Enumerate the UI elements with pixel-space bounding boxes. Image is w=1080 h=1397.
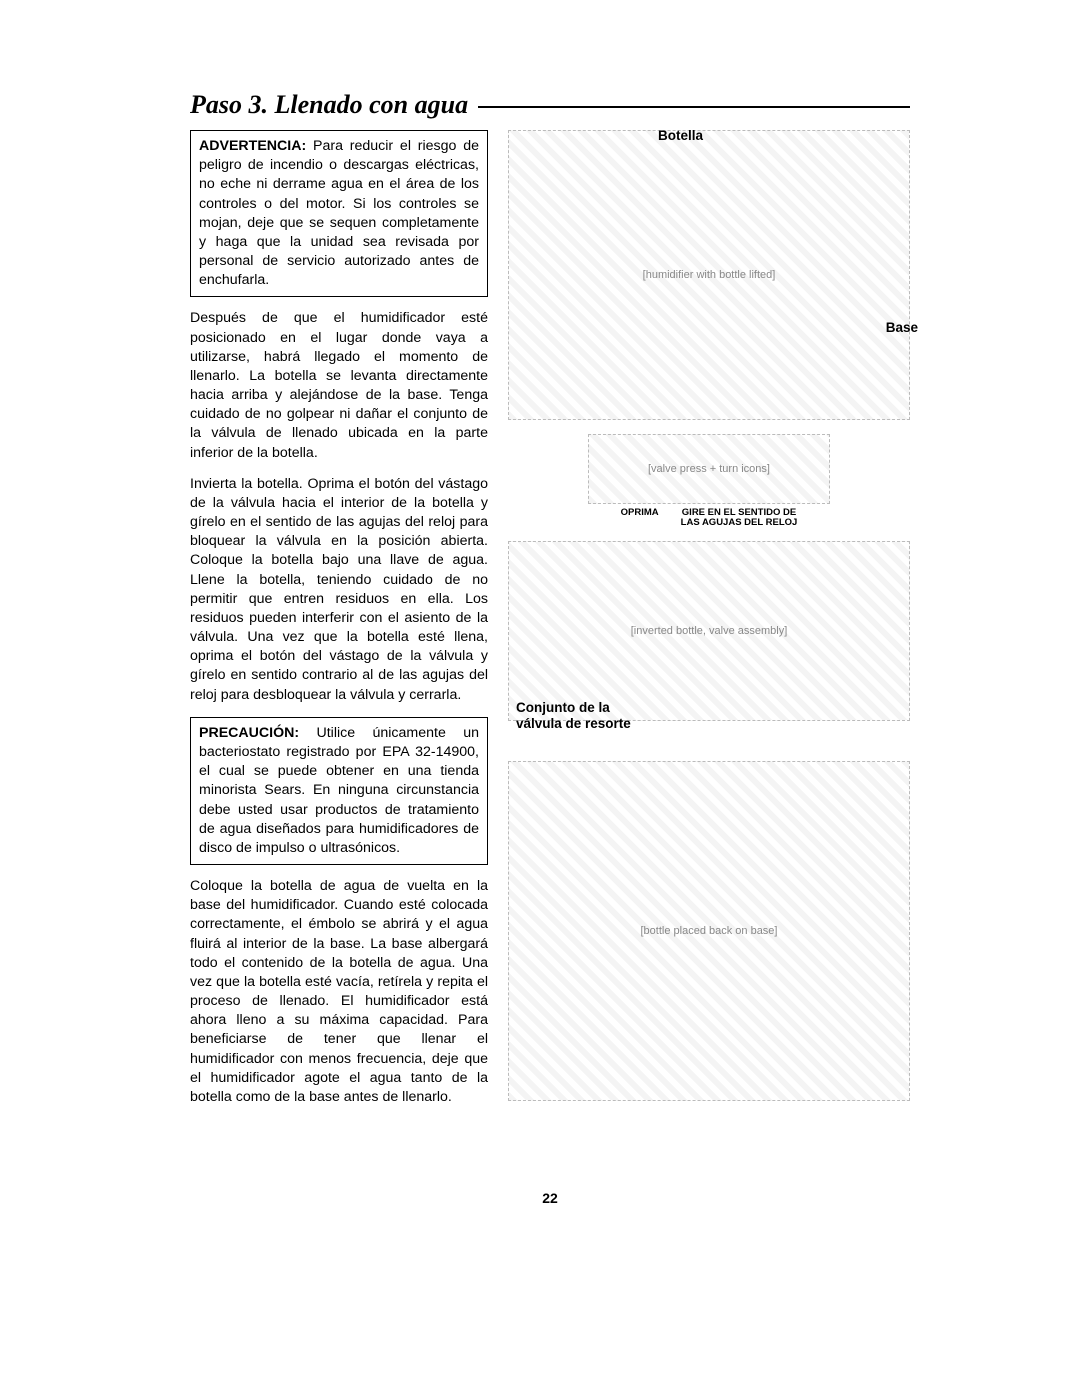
- warning-box: ADVERTENCIA: Para reducir el riesgo de p…: [190, 130, 488, 297]
- figure-replace-bottle: [bottle placed back on base]: [508, 761, 910, 1101]
- paragraph-3: Coloque la botella de agua de vuelta en …: [190, 877, 488, 1107]
- label-valve-l1: Conjunto de la: [516, 700, 610, 715]
- manual-page: Paso 3. Llenado con agua ADVERTENCIA: Pa…: [190, 90, 910, 1119]
- figure-valve-icons: [valve press + turn icons]: [508, 434, 910, 504]
- paragraph-1: Después de que el humidificador esté pos…: [190, 309, 488, 462]
- valve-icon-captions: OPRIMA GIRE EN EL SENTIDO DE LAS AGUJAS …: [508, 508, 910, 529]
- label-base: Base: [886, 320, 918, 335]
- humidifier-illustration-icon: [humidifier with bottle lifted]: [508, 130, 910, 420]
- page-heading: Paso 3. Llenado con agua: [190, 90, 478, 120]
- two-column-layout: ADVERTENCIA: Para reducir el riesgo de p…: [190, 130, 910, 1119]
- figure-humidifier-main: [humidifier with bottle lifted]: [508, 130, 910, 420]
- label-valve-l2: válvula de resorte: [516, 716, 631, 731]
- caution-label: PRECAUCIÓN:: [199, 725, 299, 741]
- heading-row: Paso 3. Llenado con agua: [190, 90, 910, 120]
- caution-box: PRECAUCIÓN: Utilice únicamente un bacter…: [190, 717, 488, 865]
- label-valve-assembly: Conjunto de la válvula de resorte: [516, 700, 631, 732]
- label-botella: Botella: [658, 128, 703, 143]
- illustration-column: Botella [humidifier with bottle lifted] …: [508, 130, 910, 1119]
- caption-gire: GIRE EN EL SENTIDO DE LAS AGUJAS DEL REL…: [681, 508, 798, 529]
- heading-rule: [478, 106, 910, 108]
- text-column: ADVERTENCIA: Para reducir el riesgo de p…: [190, 130, 488, 1119]
- warning-text: Para reducir el riesgo de peligro de inc…: [199, 138, 479, 288]
- page-number: 22: [190, 1190, 910, 1206]
- figure-inverted-bottle: [inverted bottle, valve assembly]: [508, 541, 910, 721]
- warning-label: ADVERTENCIA:: [199, 138, 306, 154]
- inverted-bottle-illustration-icon: [inverted bottle, valve assembly]: [508, 541, 910, 721]
- valve-icons-illustration-icon: [valve press + turn icons]: [588, 434, 829, 504]
- paragraph-2: Invierta la botella. Oprima el botón del…: [190, 475, 488, 705]
- caption-oprima: OPRIMA: [621, 508, 659, 529]
- caution-text: Utilice únicamente un bacteriostato regi…: [199, 725, 479, 856]
- replace-bottle-illustration-icon: [bottle placed back on base]: [508, 761, 910, 1101]
